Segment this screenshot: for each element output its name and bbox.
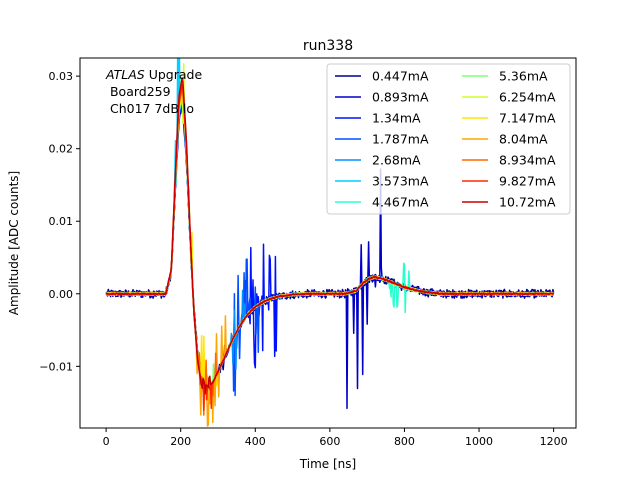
- annotation-board: Board259: [106, 84, 171, 99]
- annotation-upgrade: Upgrade: [145, 67, 203, 82]
- legend-label: 8.934mA: [499, 153, 556, 168]
- series-layer: [105, 58, 555, 427]
- annotation-channel: Ch017 7dB lo: [106, 101, 194, 116]
- y-tick-label: 0.01: [49, 215, 74, 228]
- legend: 0.447mA 0.893mA 1.34mA 1.787mA 2.68mA 3.573mA…: [326, 63, 571, 215]
- x-tick-label: 1000: [465, 435, 493, 448]
- y-tick-label: 0.02: [49, 143, 74, 156]
- legend-label: 2.68mA: [372, 153, 421, 168]
- annotation-line-1: ATLAS Upgrade: [105, 67, 202, 82]
- legend-label: 0.893mA: [372, 90, 429, 105]
- x-tick-label: 0: [103, 435, 110, 448]
- legend-label: 7.147mA: [499, 111, 556, 126]
- x-axis-label: Time [ns]: [299, 457, 356, 471]
- series-line-10.72mA: [105, 77, 554, 395]
- x-tick-label: 1200: [540, 435, 568, 448]
- x-tick-label: 600: [319, 435, 340, 448]
- x-axis: 0 200 400 600 800 1000 1200: [103, 428, 568, 448]
- y-tick-label: 0.00: [49, 288, 74, 301]
- legend-label: 6.254mA: [499, 90, 556, 105]
- y-axis-label: Amplitude [ADC counts]: [7, 171, 21, 315]
- x-tick-label: 400: [245, 435, 266, 448]
- y-tick-label: −0.01: [39, 360, 73, 373]
- y-tick-label: 0.03: [49, 70, 74, 83]
- legend-label: 5.36mA: [499, 69, 548, 84]
- legend-label: 10.72mA: [499, 195, 556, 210]
- legend-label: 8.04mA: [499, 132, 548, 147]
- x-tick-label: 200: [170, 435, 191, 448]
- annotation-atlas: ATLAS: [105, 67, 145, 82]
- x-tick-label: 800: [394, 435, 415, 448]
- legend-label: 1.787mA: [372, 132, 429, 147]
- legend-label: 1.34mA: [372, 111, 421, 126]
- legend-label: 4.467mA: [372, 195, 429, 210]
- legend-label: 9.827mA: [499, 174, 556, 189]
- legend-frame: [326, 63, 571, 215]
- atlas-annotation: ATLAS Upgrade Board259 Ch017 7dB lo: [105, 67, 202, 116]
- y-axis: −0.01 0.00 0.01 0.02 0.03: [39, 70, 80, 373]
- plot-frame: [79, 57, 577, 429]
- legend-label: 0.447mA: [372, 69, 429, 84]
- series-line-0.447mA: [105, 105, 555, 389]
- legend-label: 3.573mA: [372, 174, 429, 189]
- chart-title: run338: [303, 38, 353, 54]
